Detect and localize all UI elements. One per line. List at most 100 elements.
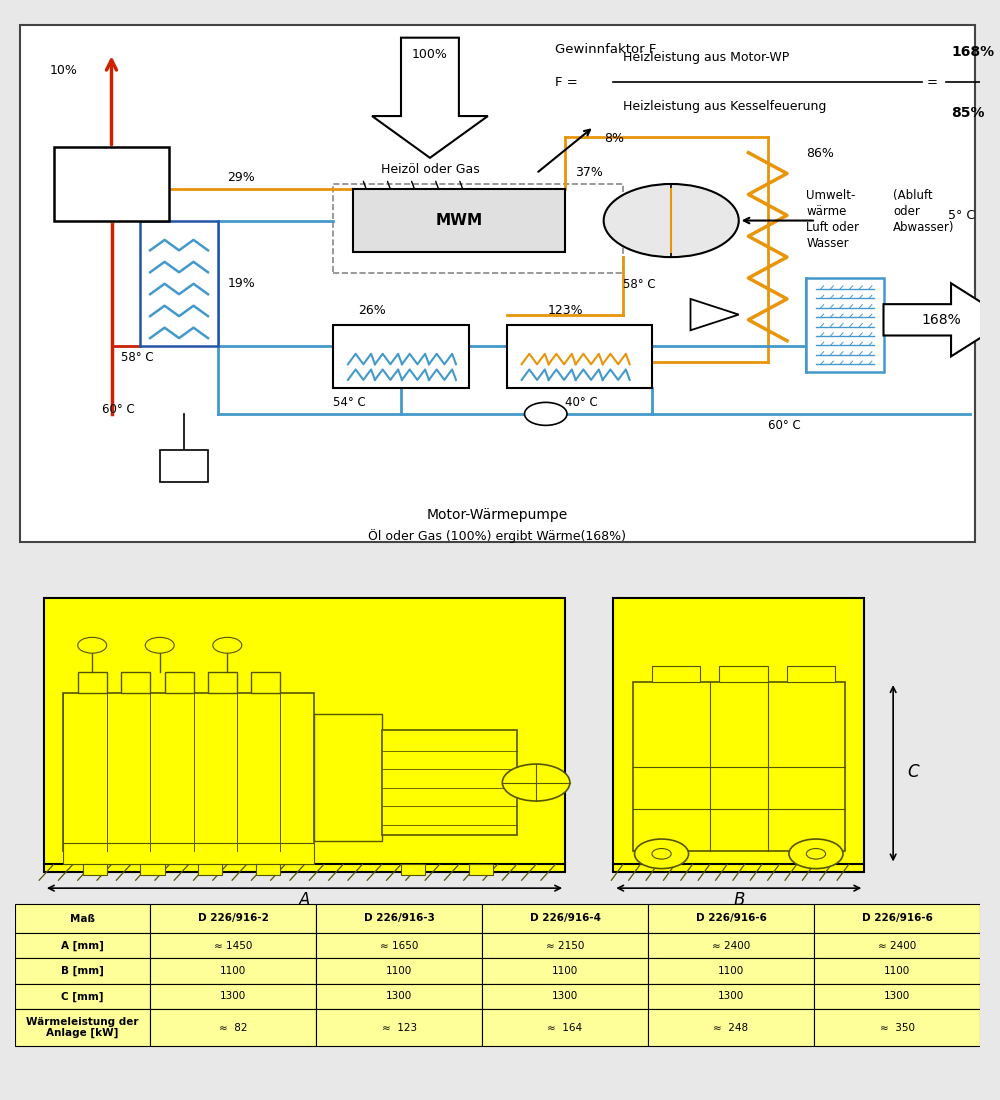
Text: 10%: 10% — [49, 64, 77, 77]
Text: ≈  123: ≈ 123 — [382, 1023, 417, 1033]
Circle shape — [78, 637, 107, 653]
Bar — [140, 865, 165, 874]
Text: D 226/916-3: D 226/916-3 — [364, 913, 435, 924]
Text: D 226/916-2: D 226/916-2 — [198, 913, 269, 924]
Bar — [150, 904, 316, 933]
Text: C [mm]: C [mm] — [61, 991, 104, 1001]
Bar — [652, 667, 700, 682]
Bar — [54, 147, 169, 220]
Bar — [401, 865, 425, 874]
Text: 37%: 37% — [575, 166, 603, 178]
Text: Wärmeleistung der
Anlage [kW]: Wärmeleistung der Anlage [kW] — [26, 1016, 139, 1038]
Bar — [208, 672, 237, 693]
Text: B: B — [733, 891, 744, 909]
Text: 29%: 29% — [227, 170, 255, 184]
Text: 123%: 123% — [547, 305, 583, 317]
Polygon shape — [690, 299, 739, 330]
Bar — [648, 933, 814, 958]
Circle shape — [652, 848, 671, 859]
Text: 1300: 1300 — [220, 991, 246, 1001]
Circle shape — [525, 403, 567, 426]
Text: 1300: 1300 — [552, 991, 578, 1001]
Text: 26%: 26% — [358, 305, 386, 317]
Text: 1100: 1100 — [884, 966, 910, 976]
Bar — [198, 865, 222, 874]
Text: Maß: Maß — [70, 913, 95, 924]
Bar — [15, 958, 150, 983]
Bar — [251, 672, 280, 693]
Text: 100%: 100% — [412, 48, 448, 62]
Text: 60° C: 60° C — [102, 404, 135, 417]
Bar — [15, 983, 150, 1009]
Bar — [150, 983, 316, 1009]
Bar — [482, 933, 648, 958]
Text: 168%: 168% — [922, 312, 961, 327]
Bar — [314, 714, 382, 840]
Text: ≈  248: ≈ 248 — [713, 1023, 749, 1033]
Bar — [787, 667, 835, 682]
Text: Heizleistung aus Kesselfeuerung: Heizleistung aus Kesselfeuerung — [623, 100, 826, 113]
Bar — [63, 693, 314, 851]
Text: ≈ 2400: ≈ 2400 — [878, 940, 916, 950]
Bar — [648, 1009, 814, 1046]
Bar — [648, 958, 814, 983]
Bar — [256, 865, 280, 874]
Bar — [353, 189, 565, 252]
Bar — [613, 597, 864, 872]
Circle shape — [145, 637, 174, 653]
Text: A: A — [299, 891, 310, 909]
Bar — [648, 983, 814, 1009]
Text: ≈ 1650: ≈ 1650 — [380, 940, 418, 950]
Text: (Abluft
oder
Abwasser): (Abluft oder Abwasser) — [893, 189, 955, 234]
Text: 1100: 1100 — [386, 966, 412, 976]
Bar — [78, 672, 107, 693]
Text: Umwelt-
wärme
Luft oder
Wasser: Umwelt- wärme Luft oder Wasser — [806, 189, 859, 250]
Text: 8%: 8% — [604, 132, 624, 145]
Polygon shape — [884, 283, 1000, 356]
Circle shape — [604, 184, 739, 257]
Bar — [316, 983, 482, 1009]
Text: 58° C: 58° C — [623, 278, 656, 292]
Bar — [382, 729, 517, 835]
Bar — [482, 958, 648, 983]
Text: 40° C: 40° C — [565, 396, 598, 408]
Bar — [15, 904, 150, 933]
Text: D 226/916-6: D 226/916-6 — [696, 913, 766, 924]
Bar — [121, 672, 150, 693]
Text: 1300: 1300 — [718, 991, 744, 1001]
Text: ≈  164: ≈ 164 — [547, 1023, 583, 1033]
Bar — [648, 904, 814, 933]
Bar — [482, 1009, 648, 1046]
Circle shape — [789, 839, 843, 869]
Bar — [814, 1009, 980, 1046]
Text: 168%: 168% — [951, 45, 994, 58]
Text: 60° C: 60° C — [768, 419, 800, 432]
Bar — [719, 667, 768, 682]
Text: ≈ 1450: ≈ 1450 — [214, 940, 252, 950]
Text: 58° C: 58° C — [121, 351, 154, 364]
Bar — [814, 933, 980, 958]
Bar — [160, 451, 208, 482]
Bar — [15, 1009, 150, 1046]
Bar — [44, 597, 565, 872]
Text: MWM: MWM — [435, 213, 482, 228]
Bar — [165, 672, 194, 693]
Text: D 226/916-6: D 226/916-6 — [862, 913, 932, 924]
Text: Heizöl oder Gas: Heizöl oder Gas — [381, 163, 479, 176]
Text: ≈  82: ≈ 82 — [219, 1023, 247, 1033]
Bar — [83, 865, 107, 874]
Text: Motor-Wärmepumpe: Motor-Wärmepumpe — [427, 508, 568, 521]
Text: 5° C: 5° C — [948, 209, 975, 222]
Circle shape — [502, 764, 570, 801]
Text: =: = — [927, 76, 938, 89]
Text: ≈  350: ≈ 350 — [880, 1023, 915, 1033]
Text: 1100: 1100 — [718, 966, 744, 976]
Text: 1100: 1100 — [552, 966, 578, 976]
Bar — [316, 933, 482, 958]
Bar — [814, 983, 980, 1009]
Text: Gewinnfaktor F: Gewinnfaktor F — [555, 43, 657, 56]
Bar — [15, 933, 150, 958]
Bar — [150, 933, 316, 958]
Bar — [316, 904, 482, 933]
Bar — [482, 983, 648, 1009]
